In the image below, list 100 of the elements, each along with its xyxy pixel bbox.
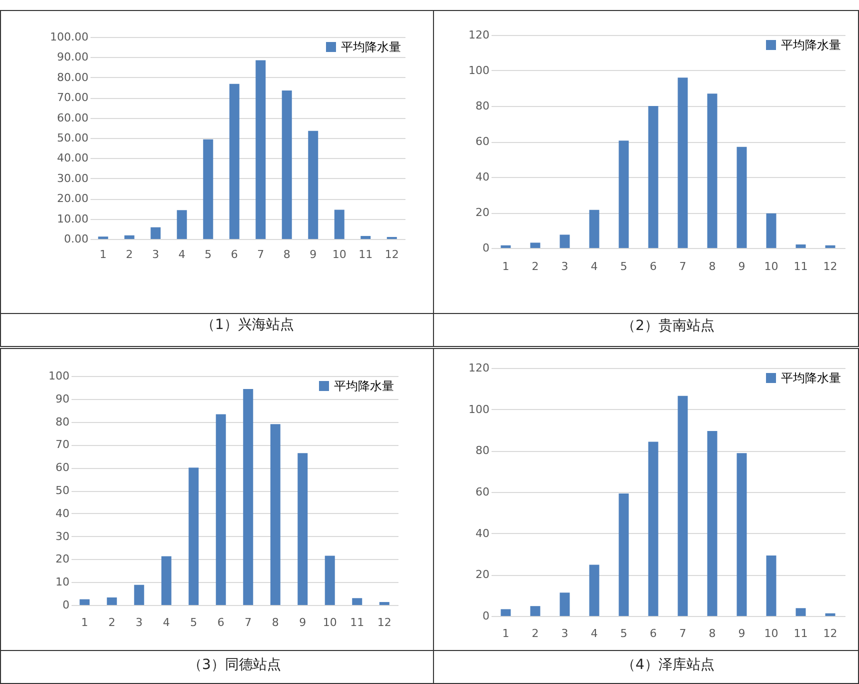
y-tick-label: 60 <box>476 135 490 148</box>
x-tick-label: 3 <box>561 260 568 273</box>
bar <box>736 146 747 248</box>
bar <box>134 584 144 605</box>
text: （2）贵南站点 <box>622 318 714 334</box>
x-tick-label: 8 <box>272 616 279 629</box>
x-tick-label: 4 <box>178 248 186 261</box>
y-tick-label: 70.00 <box>57 91 88 104</box>
x-tick-label: 1 <box>502 260 510 273</box>
bar <box>324 556 335 605</box>
y-tick-label: 80 <box>56 415 70 428</box>
y-tick-label: 100 <box>468 64 490 77</box>
bar <box>124 235 134 239</box>
x-tick-label: 7 <box>679 260 686 273</box>
bar <box>379 602 390 605</box>
bar <box>216 414 226 605</box>
bar <box>766 555 776 616</box>
bar <box>188 468 199 605</box>
text: （3）同德站点 <box>188 657 281 673</box>
y-tick-label: 120 <box>468 28 490 42</box>
y-tick-label: 100.00 <box>50 30 88 44</box>
bar <box>334 210 344 239</box>
x-tick-label: 6 <box>650 627 657 640</box>
text: （4）泽库站点 <box>622 657 714 673</box>
y-tick-label: 40 <box>476 170 490 184</box>
bar <box>796 244 806 248</box>
bar <box>308 130 318 239</box>
bar <box>825 613 836 616</box>
bar <box>766 213 776 248</box>
bar <box>530 606 540 616</box>
bar <box>648 442 658 616</box>
y-tick-label: 50.00 <box>57 132 88 144</box>
bar <box>256 60 266 239</box>
x-tick-label: 8 <box>708 627 716 640</box>
x-tick-label: 6 <box>217 616 224 629</box>
bar <box>203 139 214 239</box>
x-tick-label: 6 <box>230 248 238 261</box>
y-tick-label: 0.00 <box>64 232 88 246</box>
bar <box>678 78 688 248</box>
x-tick-label: 11 <box>350 616 364 629</box>
bar <box>352 598 362 605</box>
x-tick-label: 9 <box>299 616 306 629</box>
y-tick-label: 10 <box>56 576 70 589</box>
x-tick-label: 10 <box>764 260 778 273</box>
y-tick-label: 100 <box>468 402 490 416</box>
x-tick-label: 12 <box>384 248 399 261</box>
legend-label: 平均降水量 <box>781 38 841 52</box>
bar <box>243 389 254 605</box>
y-tick-label: 40 <box>476 526 490 540</box>
bar <box>270 424 280 605</box>
bar <box>796 608 806 616</box>
x-tick-label: 4 <box>162 616 170 629</box>
bar <box>80 599 90 605</box>
x-tick-label: 5 <box>204 248 212 261</box>
y-tick-label: 40 <box>56 506 70 520</box>
bar <box>106 597 117 605</box>
x-tick-label: 7 <box>244 616 252 629</box>
x-tick-label: 9 <box>310 248 317 261</box>
y-tick-label: 30.00 <box>57 172 88 185</box>
bar <box>589 210 600 248</box>
x-tick-label: 8 <box>708 260 716 273</box>
x-tick-label: 1 <box>502 627 510 640</box>
x-tick-label: 10 <box>322 616 337 629</box>
y-tick-label: 10.00 <box>57 212 88 226</box>
x-tick-label: 9 <box>738 260 746 273</box>
y-tick-label: 30 <box>56 530 70 543</box>
x-tick-label: 1 <box>100 248 107 261</box>
x-tick-label: 3 <box>136 616 143 629</box>
y-tick-label: 70 <box>56 438 70 452</box>
y-tick-label: 60 <box>476 486 490 498</box>
x-tick-label: 11 <box>794 260 808 273</box>
x-tick-label: 12 <box>823 260 838 273</box>
bar <box>500 609 511 616</box>
bar <box>282 90 292 239</box>
x-tick-label: 12 <box>823 627 838 640</box>
bar <box>176 210 187 239</box>
y-tick-label: 20 <box>476 568 490 582</box>
bar <box>298 453 308 605</box>
x-tick-label: 2 <box>532 627 539 640</box>
bar <box>560 592 570 616</box>
y-tick-label: 20 <box>56 552 70 566</box>
x-tick-label: 4 <box>590 260 598 273</box>
x-tick-label: 12 <box>377 616 392 629</box>
x-tick-label: 5 <box>620 627 628 640</box>
bar <box>161 556 172 605</box>
y-tick-label: 50 <box>56 484 70 497</box>
x-tick-label: 10 <box>332 248 346 261</box>
bar <box>360 236 371 239</box>
bar <box>618 493 629 616</box>
x-tick-label: 11 <box>794 627 808 640</box>
x-tick-label: 3 <box>152 248 160 261</box>
x-tick-label: 2 <box>126 248 133 261</box>
x-tick-label: 8 <box>283 248 290 261</box>
y-tick-label: 80 <box>476 444 490 458</box>
bar <box>707 431 718 616</box>
y-tick-label: 20 <box>476 206 490 219</box>
x-tick-label: 9 <box>738 627 746 640</box>
y-tick-label: 80 <box>476 100 490 112</box>
x-tick-label: 7 <box>257 248 264 261</box>
x-tick-label: 2 <box>532 260 539 273</box>
